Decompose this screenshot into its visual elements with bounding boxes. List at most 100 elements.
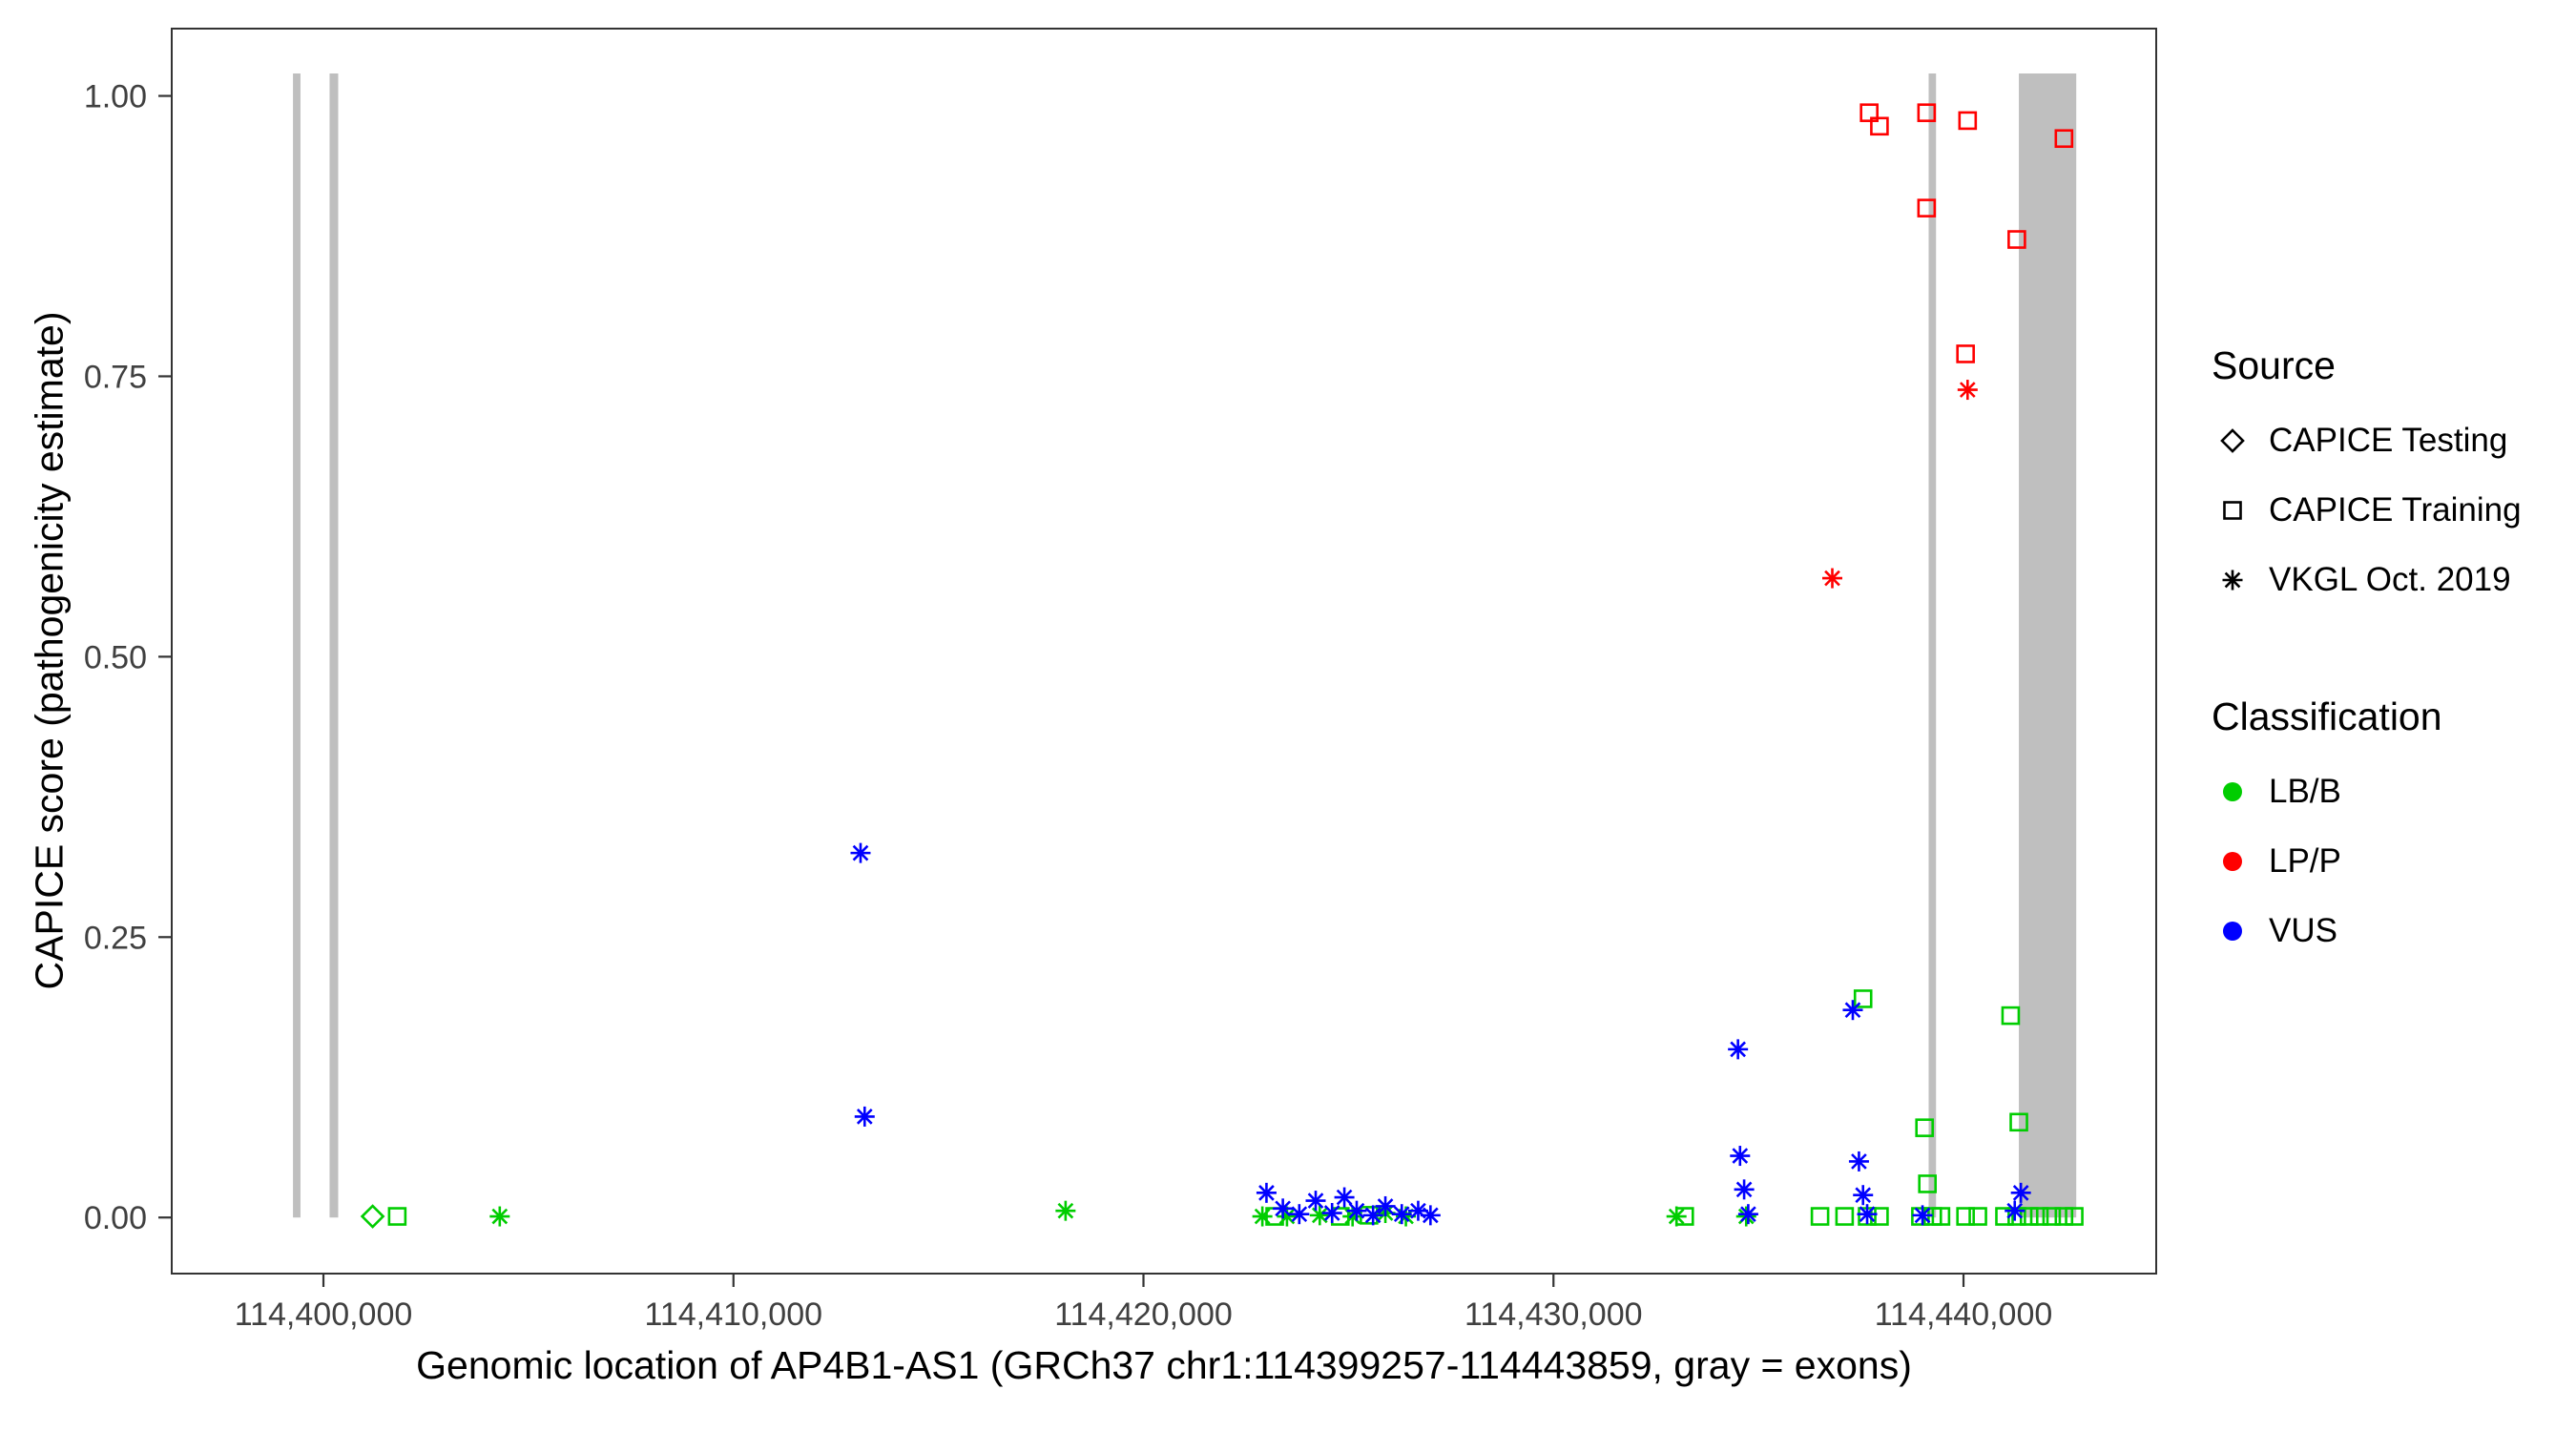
circle-icon bbox=[2223, 921, 2242, 941]
data-point bbox=[1375, 1195, 1396, 1216]
data-point bbox=[854, 1106, 875, 1127]
legend-item-label: VUS bbox=[2269, 911, 2337, 949]
data-point bbox=[1853, 1185, 1874, 1206]
data-point bbox=[1853, 989, 1873, 1008]
x-tick-label: 114,420,000 bbox=[1054, 1296, 1233, 1333]
data-point bbox=[1810, 1207, 1830, 1226]
data-point bbox=[1055, 1200, 1076, 1221]
data-point bbox=[1321, 1203, 1342, 1224]
x-axis-title: Genomic location of AP4B1-AS1 (GRCh37 ch… bbox=[416, 1343, 1912, 1387]
y-tick-label: 0.75 bbox=[84, 359, 147, 395]
y-tick-label: 0.25 bbox=[84, 920, 147, 956]
y-tick-label: 1.00 bbox=[84, 79, 147, 115]
data-point bbox=[1666, 1206, 1687, 1227]
data-point bbox=[1957, 380, 1978, 401]
data-point bbox=[360, 1204, 385, 1229]
data-point bbox=[1842, 1000, 1863, 1021]
x-tick-label: 114,410,000 bbox=[644, 1296, 822, 1333]
data-point bbox=[1857, 1204, 1878, 1225]
legend-item-vkgl-oct-2019: VKGL Oct. 2019 bbox=[2212, 545, 2574, 614]
data-point bbox=[2001, 1006, 2021, 1026]
diamond-icon bbox=[2220, 427, 2245, 453]
data-point bbox=[1346, 1200, 1367, 1221]
exon-region bbox=[329, 73, 339, 1218]
data-point bbox=[2005, 1200, 2025, 1221]
data-point bbox=[1252, 1206, 1273, 1227]
data-point bbox=[1870, 1207, 1889, 1226]
data-point bbox=[1737, 1204, 1758, 1225]
data-point bbox=[2007, 230, 2026, 249]
data-point bbox=[2010, 1182, 2031, 1203]
legend-item-capice-training: CAPICE Training bbox=[2212, 475, 2574, 545]
panel-border bbox=[171, 28, 2157, 1275]
data-point bbox=[2054, 1207, 2074, 1226]
data-point bbox=[1958, 111, 1978, 131]
legend-item-label: CAPICE Testing bbox=[2269, 421, 2508, 459]
legend-item-label: VKGL Oct. 2019 bbox=[2269, 560, 2511, 598]
data-point bbox=[387, 1207, 407, 1226]
asterisk-icon bbox=[2222, 570, 2243, 590]
data-point bbox=[1273, 1198, 1294, 1219]
legend-group-source: Source CAPICE Testing CAPICE Training VKGL… bbox=[2212, 343, 2574, 614]
data-point bbox=[1931, 1207, 1951, 1226]
data-point bbox=[1305, 1191, 1326, 1212]
data-point bbox=[1256, 1182, 1277, 1203]
circle-icon bbox=[2223, 781, 2242, 801]
data-point bbox=[1848, 1151, 1869, 1172]
data-point bbox=[1912, 1205, 1933, 1226]
data-point bbox=[1835, 1207, 1855, 1226]
legend-item-label: LB/B bbox=[2269, 772, 2341, 810]
legend: Source CAPICE Testing CAPICE Training VKGL… bbox=[2212, 343, 2574, 965]
data-point bbox=[1420, 1205, 1441, 1226]
data-point bbox=[850, 842, 871, 863]
data-point bbox=[1918, 1174, 1937, 1193]
legend-classification-title: Classification bbox=[2212, 695, 2442, 738]
data-point bbox=[1859, 103, 1879, 122]
legend-item-label: CAPICE Training bbox=[2269, 490, 2522, 529]
data-point bbox=[1391, 1204, 1412, 1225]
legend-item-lb-b: LB/B bbox=[2212, 757, 2574, 826]
data-point bbox=[1730, 1146, 1751, 1167]
legend-item-lp-p: LP/P bbox=[2212, 826, 2574, 896]
data-point bbox=[1734, 1179, 1755, 1200]
legend-source-title: Source bbox=[2212, 343, 2336, 387]
x-tick-label: 114,430,000 bbox=[1465, 1296, 1643, 1333]
legend-source-items: CAPICE Testing CAPICE Training VKGL Oct. 2… bbox=[2212, 405, 2574, 614]
exon-region bbox=[293, 73, 301, 1218]
square-icon bbox=[2223, 500, 2242, 520]
data-point bbox=[1362, 1205, 1383, 1226]
exon-region bbox=[2019, 73, 2077, 1218]
x-tick-label: 114,440,000 bbox=[1875, 1296, 2053, 1333]
exon-region bbox=[1928, 73, 1937, 1218]
data-point bbox=[1821, 568, 1842, 589]
x-tick-label: 114,400,000 bbox=[235, 1296, 413, 1333]
data-point bbox=[1995, 1207, 2014, 1226]
legend-group-classification: Classification LB/B LP/P VUS bbox=[2212, 695, 2574, 965]
legend-item-label: LP/P bbox=[2269, 841, 2341, 880]
data-point bbox=[2054, 129, 2074, 149]
legend-classification-items: LB/B LP/P VUS bbox=[2212, 757, 2574, 965]
data-point bbox=[1728, 1039, 1749, 1060]
circle-icon bbox=[2223, 851, 2242, 871]
legend-item-capice-testing: CAPICE Testing bbox=[2212, 405, 2574, 475]
y-tick-label: 0.00 bbox=[84, 1200, 147, 1236]
data-point bbox=[1956, 344, 1975, 363]
data-point bbox=[2009, 1112, 2028, 1132]
data-point bbox=[2042, 1207, 2062, 1226]
data-point bbox=[1334, 1187, 1355, 1208]
data-point bbox=[1956, 1207, 1975, 1226]
data-point bbox=[2029, 1207, 2049, 1226]
data-point bbox=[1917, 103, 1937, 122]
data-point bbox=[2065, 1207, 2084, 1226]
y-axis-title: CAPICE score (pathogenicity estimate) bbox=[27, 311, 72, 990]
legend-item-vus: VUS bbox=[2212, 896, 2574, 965]
y-tick-label: 0.50 bbox=[84, 639, 147, 675]
data-point bbox=[1917, 198, 1937, 218]
data-point bbox=[489, 1206, 510, 1227]
data-point bbox=[1968, 1207, 1987, 1226]
data-point bbox=[1915, 1118, 1934, 1137]
data-point bbox=[1289, 1204, 1310, 1225]
data-point bbox=[1870, 116, 1889, 136]
